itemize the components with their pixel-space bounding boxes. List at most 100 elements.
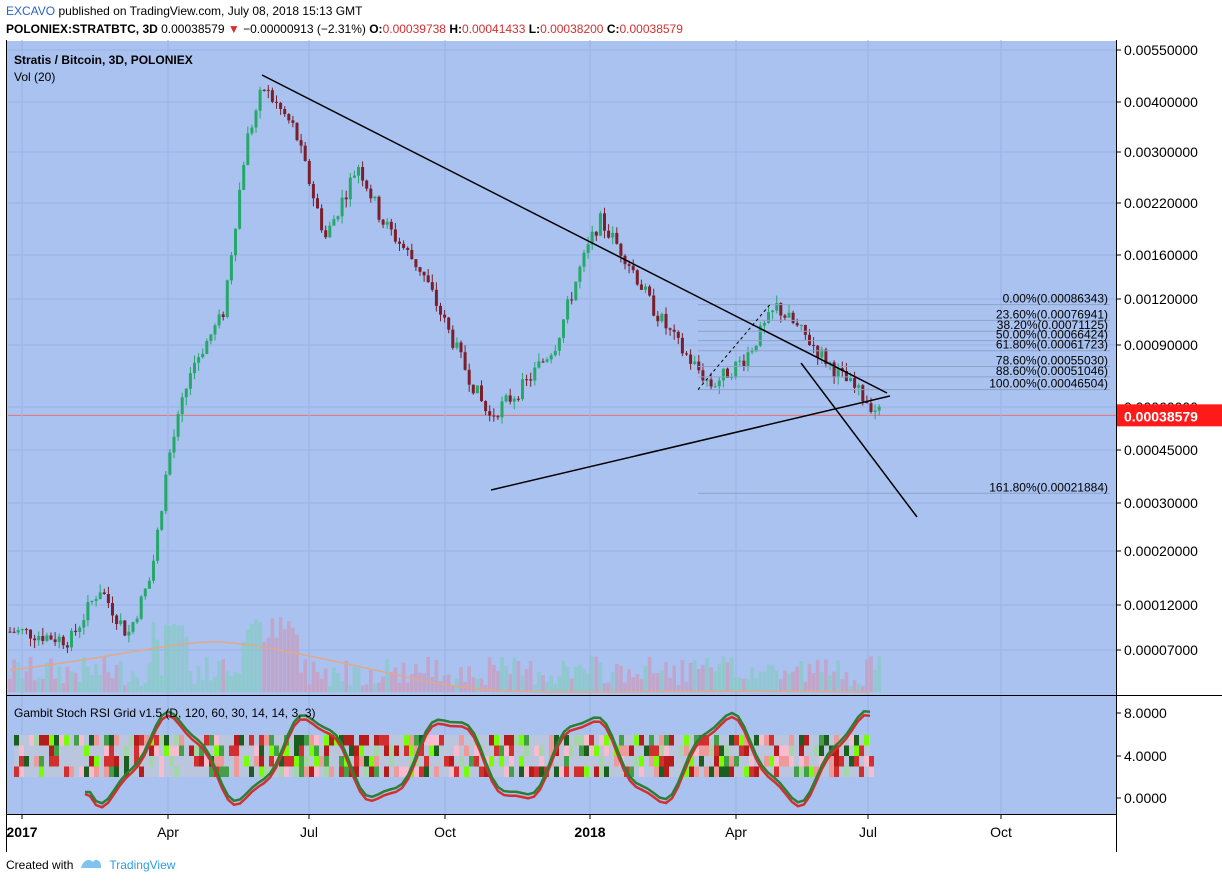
grid-cell	[814, 766, 819, 777]
grid-cell	[139, 735, 144, 746]
down-arrow-icon: ▼	[227, 22, 240, 36]
candlestick-series	[8, 85, 881, 654]
grid-cell	[869, 756, 874, 767]
grid-cell	[294, 745, 299, 756]
grid-cell	[804, 756, 809, 767]
grid-cell	[134, 735, 139, 746]
grid-cell	[489, 756, 494, 767]
grid-cell	[104, 766, 109, 777]
candle-body	[771, 310, 775, 313]
candle-body	[746, 352, 750, 367]
grid-cell	[654, 745, 659, 756]
volume-bar	[758, 671, 763, 692]
grid-cell	[429, 745, 434, 756]
grid-cell	[144, 735, 149, 746]
trendlines[interactable]	[261, 74, 918, 518]
open-value: 0.00039738	[382, 22, 446, 36]
candle-body	[82, 620, 86, 628]
candle-body	[213, 325, 217, 335]
descending-trendline[interactable]	[261, 74, 888, 394]
grid-cell	[469, 756, 474, 767]
volume-bar	[742, 678, 746, 692]
candle-body	[316, 198, 319, 209]
grid-cell	[644, 745, 649, 756]
candle-body	[20, 629, 24, 631]
volume-bar	[508, 674, 512, 692]
grid-cell	[474, 756, 479, 767]
candle-body	[434, 289, 438, 306]
grid-cell	[814, 745, 819, 756]
fib-retracement[interactable]: 0.00%(0.00086343)23.60%(0.00076941)38.20…	[697, 292, 1110, 495]
symbol-label: POLONIEX:STRATBTC, 3D	[6, 22, 158, 36]
volume-bar	[668, 677, 672, 692]
grid-cell	[294, 766, 299, 777]
grid-cell	[719, 766, 724, 777]
volume-bar	[537, 671, 541, 692]
volume-bar	[799, 661, 804, 692]
candle-body	[557, 337, 561, 351]
grid-cell	[164, 745, 169, 756]
grid-cell	[774, 745, 779, 756]
grid-cell	[59, 735, 64, 746]
candle-body	[525, 379, 529, 381]
local-downtrend-line[interactable]	[800, 362, 918, 518]
price-chart[interactable]: 0.00%(0.00086343)23.60%(0.00076941)38.20…	[0, 40, 1222, 852]
grid-cell	[324, 745, 329, 756]
grid-cell	[169, 756, 174, 767]
ascending-trendline[interactable]	[490, 395, 891, 491]
fib-level-label: 61.80%(0.00061723)	[996, 338, 1108, 352]
grid-cell	[699, 756, 704, 767]
candle-body	[668, 328, 672, 330]
volume-bars	[8, 617, 881, 693]
volume-bar	[442, 675, 447, 692]
time-axis[interactable]: 2017 Apr Jul Oct 2018 Apr Jul Oct	[6, 814, 1012, 840]
candle-body	[209, 334, 213, 341]
volume-bar	[602, 683, 607, 692]
tradingview-link[interactable]: TradingView	[109, 857, 176, 872]
volume-bar	[45, 662, 49, 692]
grid-cell	[584, 766, 589, 777]
candle-body	[324, 230, 328, 238]
author-link[interactable]: EXCAVO	[6, 4, 56, 18]
candle-body	[648, 286, 652, 296]
grid-cell	[549, 745, 554, 756]
volume-bar	[500, 656, 504, 692]
close-label: C:	[606, 22, 620, 36]
candle-body	[344, 197, 348, 200]
candle-body	[656, 315, 660, 322]
fib-level-label: 50.00%(0.00066424)	[996, 328, 1108, 342]
grid-cell	[779, 745, 784, 756]
grid-cell	[314, 766, 319, 777]
grid-cell	[849, 756, 854, 767]
tradingview-logo-icon[interactable]	[79, 856, 103, 873]
grid-cell	[564, 756, 569, 767]
grid-cell	[299, 756, 304, 767]
candle-body	[553, 350, 557, 356]
grid-cell	[89, 766, 94, 777]
candle-body	[521, 379, 524, 400]
volume-bar	[660, 670, 664, 692]
candle-body	[385, 221, 389, 225]
candle-body	[603, 213, 606, 231]
volume-bar	[865, 659, 869, 692]
grid-cell	[104, 756, 109, 767]
grid-cell	[684, 735, 689, 746]
grid-cell	[789, 756, 794, 767]
volume-bar	[291, 627, 295, 692]
price-axis[interactable]: 0.00550000 0.00400000 0.00300000 0.00220000…	[1116, 42, 1222, 658]
volume-bar	[73, 672, 78, 692]
grid-cell	[294, 756, 299, 767]
symbol-ohlc-line: POLONIEX:STRATBTC, 3D 0.00038579 ▼ −0.00…	[6, 22, 683, 36]
fib-trend-line[interactable]	[697, 304, 771, 390]
volume-bar	[151, 622, 156, 692]
grid-cell	[289, 756, 294, 767]
grid-cell	[799, 756, 804, 767]
grid-cell	[424, 756, 429, 767]
grid-cell	[499, 756, 504, 767]
candle-body	[33, 638, 37, 641]
grid-cell	[694, 766, 699, 777]
volume-bar	[717, 663, 722, 692]
candle-body	[705, 379, 709, 381]
grid-cell	[354, 756, 359, 767]
price-tick-label: 0.00550000	[1124, 42, 1198, 58]
